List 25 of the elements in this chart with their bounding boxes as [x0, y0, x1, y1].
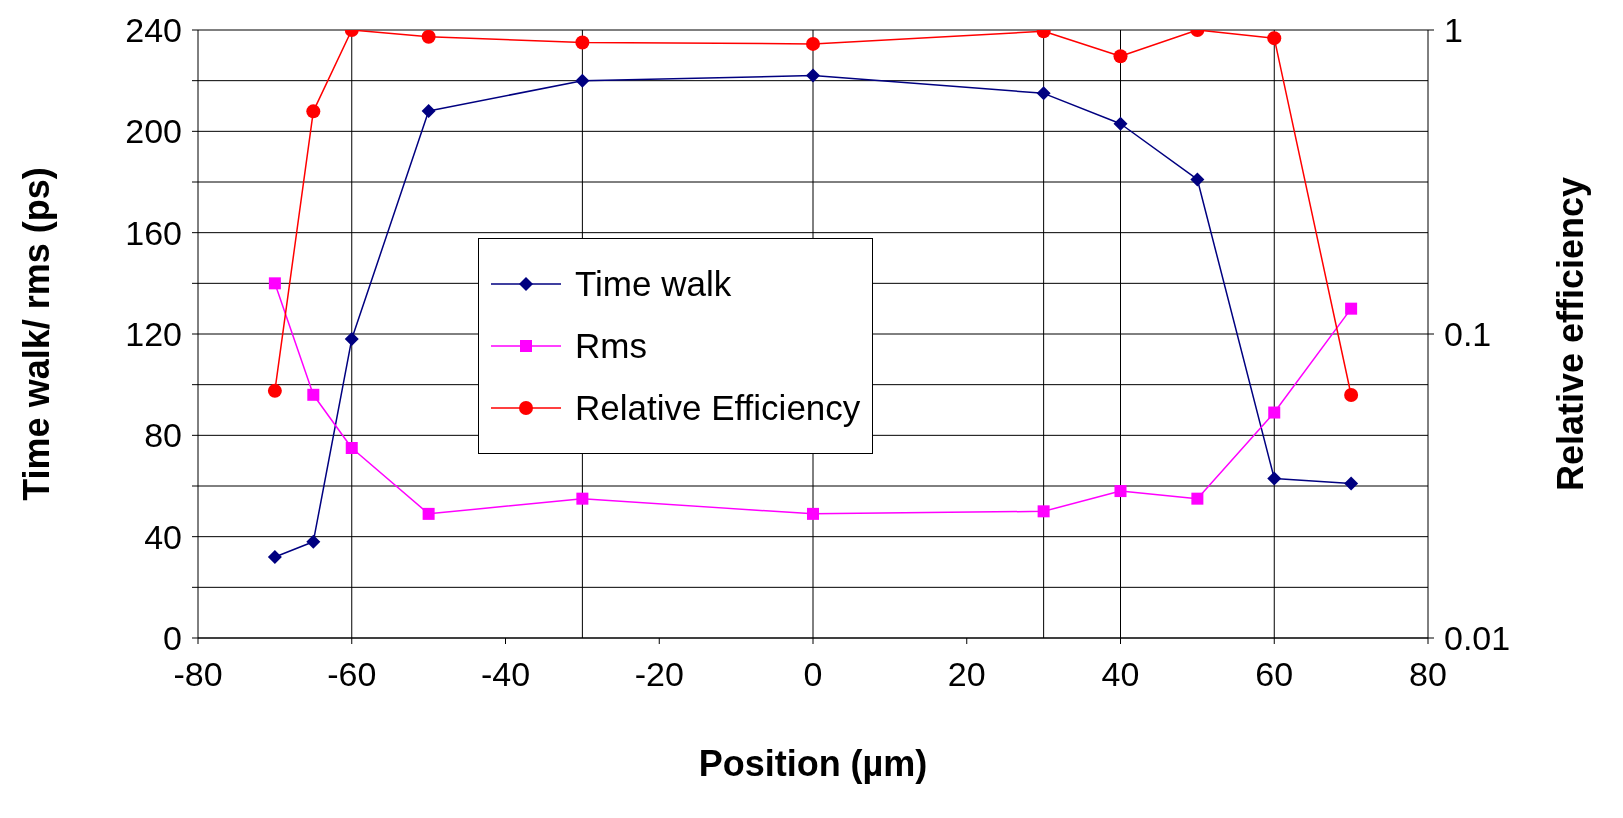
y2-axis-title: Relative efficiency: [1549, 176, 1591, 492]
y-tick-label: 240: [125, 11, 182, 50]
x-tick-label: 0: [803, 655, 823, 694]
y-axis-title: Time walk/ rms (ps): [15, 167, 57, 501]
legend-label: Time walk: [575, 264, 732, 304]
x-tick-label: -60: [327, 655, 377, 694]
y-tick-label: 80: [144, 416, 182, 455]
y-tick-label: 40: [144, 517, 182, 556]
x-axis-title: Position (µm): [698, 743, 928, 784]
y-tick-label: 200: [125, 112, 182, 151]
legend-label: Rms: [575, 326, 647, 366]
legend-label: Relative Efficiency: [575, 388, 861, 428]
y-tick-label: 120: [125, 315, 182, 354]
y2-tick-label: 0.1: [1444, 315, 1492, 354]
x-tick-label: 60: [1255, 655, 1294, 694]
x-tick-label: 20: [947, 655, 986, 694]
x-tick-label: -80: [173, 655, 223, 694]
x-tick-label: 80: [1409, 655, 1447, 694]
y-tick-label: 160: [125, 213, 182, 252]
y2-tick-label: 0.01: [1444, 619, 1511, 658]
y2-tick-label: 1: [1444, 11, 1463, 50]
x-tick-label: 40: [1101, 655, 1140, 694]
y-tick-label: 0: [163, 619, 182, 658]
x-tick-label: -40: [480, 655, 531, 694]
x-tick-label: -20: [634, 655, 684, 694]
